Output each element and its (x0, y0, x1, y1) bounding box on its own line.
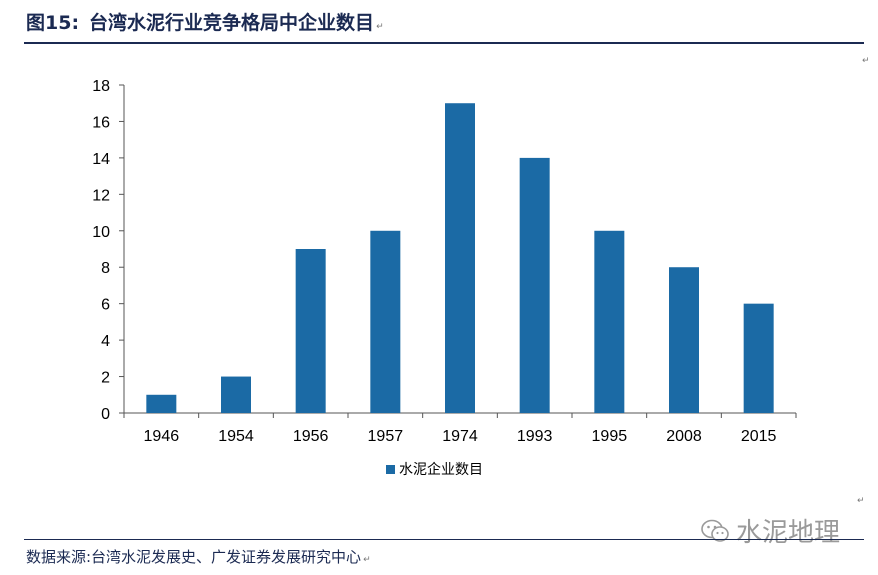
figure-title-text: 台湾水泥行业竞争格局中企业数目 (89, 12, 375, 34)
x-tick-label: 1995 (592, 428, 628, 445)
watermark-text: 水泥地理 (736, 518, 841, 548)
bar-1974 (445, 103, 475, 413)
bar-1954 (221, 376, 251, 413)
figure-number: 图15: (26, 12, 80, 34)
figure-title: 图15: 台湾水泥行业竞争格局中企业数目 ↵ (26, 8, 384, 35)
x-tick-label: 2008 (666, 428, 702, 445)
x-tick-label: 1956 (293, 428, 329, 445)
footer-rule (24, 539, 864, 540)
x-tick-label: 1957 (368, 428, 404, 445)
legend-swatch (386, 465, 395, 474)
source-text: 数据来源:台湾水泥发展史、广发证券发展研究中心 (26, 548, 362, 566)
x-tick-label: 2015 (741, 428, 777, 445)
y-tick-label: 8 (101, 260, 110, 277)
watermark: 水泥地理 (700, 512, 840, 549)
x-tick-label: 1974 (442, 428, 478, 445)
y-tick-label: 16 (92, 114, 110, 131)
y-tick-label: 2 (101, 370, 110, 387)
bar-1993 (519, 157, 550, 413)
bar-2015 (743, 303, 774, 413)
y-tick-label: 10 (92, 224, 110, 241)
y-tick-label: 18 (92, 78, 110, 95)
x-tick-label: 1954 (218, 428, 254, 445)
y-tick-label: 0 (101, 406, 110, 423)
x-tick-label: 1993 (517, 428, 553, 445)
legend-label: 水泥企业数目 (399, 461, 483, 478)
header-rule (24, 42, 864, 44)
y-tick-label: 4 (101, 333, 110, 350)
source-note: 数据来源:台湾水泥发展史、广发证券发展研究中心 ↵ (26, 546, 371, 567)
y-tick-label: 12 (92, 187, 110, 204)
bar-1995 (594, 230, 625, 413)
y-tick-label: 14 (92, 151, 110, 168)
y-tick-label: 6 (101, 297, 110, 314)
bar-1956 (295, 249, 326, 413)
wechat-icon (701, 519, 729, 542)
paragraph-mark: ↵ (857, 496, 865, 506)
x-tick-label: 1946 (144, 428, 180, 445)
paragraph-mark: ↵ (376, 22, 384, 32)
bar-2008 (669, 267, 699, 413)
paragraph-mark: ↵ (363, 555, 371, 565)
bar-1946 (146, 394, 177, 413)
bar-chart: 0 2 4 6 8 10 12 14 16 18 1946 1954 1956 1957 1974 1993 1… (92, 78, 797, 478)
paragraph-mark: ↵ (862, 56, 870, 66)
bar-1957 (370, 230, 401, 413)
